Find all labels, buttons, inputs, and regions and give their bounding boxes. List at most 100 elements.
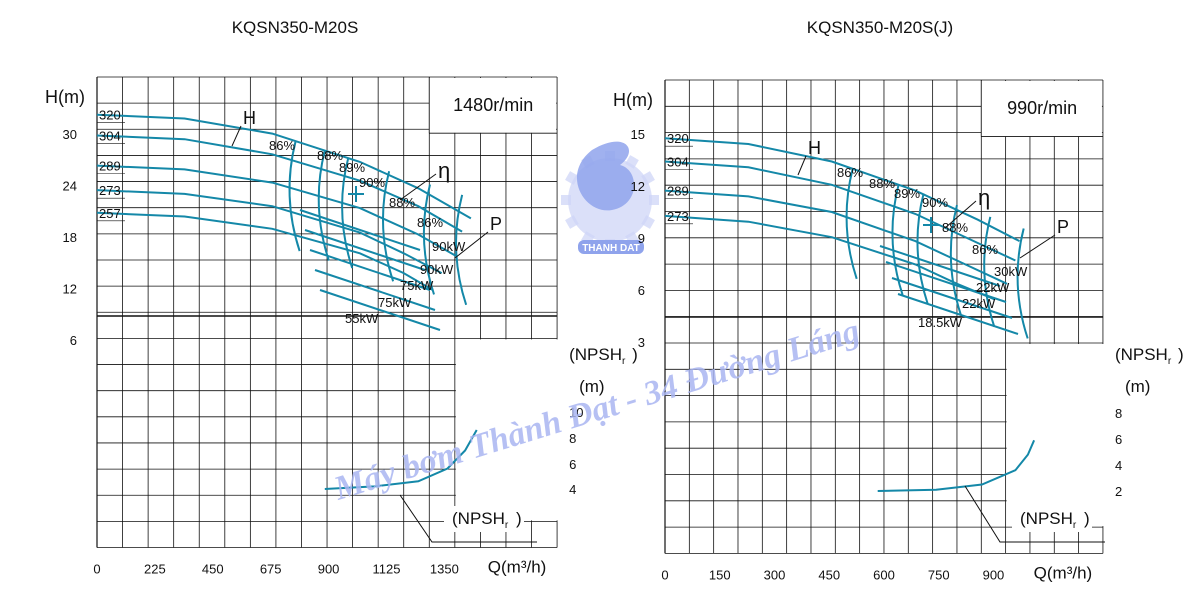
efficiency-contour <box>381 171 395 282</box>
watermark-text: Máy bơm Thành Đạt - 34 Đường Láng <box>329 312 864 508</box>
efficiency-label: 89% <box>894 186 920 201</box>
y-tick-label: 12 <box>63 282 77 297</box>
y-axis-label: H(m) <box>613 90 653 110</box>
efficiency-label: 86% <box>972 242 998 257</box>
npsh-label-bg <box>1012 506 1092 532</box>
power-curve <box>879 245 1001 287</box>
power-label: 55kW <box>345 311 379 326</box>
efficiency-label: 89% <box>339 160 365 175</box>
efficiency-contour <box>891 184 904 296</box>
npsh-tick-label: 4 <box>569 482 576 497</box>
logo-gear-tooth <box>641 215 655 229</box>
npsh-unit-label: (m) <box>1125 377 1150 396</box>
efficiency-label: 90% <box>359 175 385 190</box>
power-curve <box>319 289 441 331</box>
speed-box <box>981 81 1102 137</box>
logo-text: THANH DAT <box>582 243 640 254</box>
efficiency-label: 90% <box>922 195 948 210</box>
efficiency-contour <box>949 204 962 316</box>
npsh-tick-label: 4 <box>1115 458 1122 473</box>
npsh-axis-patch <box>455 339 569 521</box>
efficiency-label: 86% <box>269 138 295 153</box>
impeller-label: 273 <box>99 183 121 198</box>
leader-line <box>399 173 437 201</box>
npsh-axis-label: (NPSHr <box>1115 345 1172 367</box>
power-curve <box>891 277 1013 319</box>
speed-label: 1480r/min <box>453 95 533 115</box>
npsh-label-bg <box>444 506 524 532</box>
npsh-tick-label: 2 <box>1115 484 1122 499</box>
power-label: 90kW <box>420 262 454 277</box>
leader-line <box>454 231 489 259</box>
efficiency-contour <box>1016 228 1029 339</box>
npsh-leader <box>399 494 537 543</box>
npsh-curve-label: (NPSHr <box>1020 509 1077 531</box>
logo-banner <box>578 240 644 254</box>
efficiency-contour <box>916 193 929 304</box>
npsh-tick-label: 8 <box>1115 406 1122 421</box>
y-tick-label: 3 <box>638 335 645 350</box>
npsh-unit-label: (m) <box>579 377 604 396</box>
head-curve <box>96 211 434 291</box>
npsh-axis-close: ) <box>1178 345 1184 364</box>
x-tick-label: 300 <box>764 567 786 582</box>
y-tick-label: 6 <box>638 283 645 298</box>
x-axis-label: Q(m³/h) <box>488 558 547 577</box>
efficiency-contour <box>317 150 330 261</box>
logo-gear-tooth <box>641 171 655 185</box>
speed-box <box>429 78 557 133</box>
x-tick-label: 0 <box>661 567 668 582</box>
logo-gear-tooth <box>561 195 571 205</box>
y-tick-label: 15 <box>631 127 645 142</box>
leader-line <box>1019 234 1056 259</box>
logo-gear-tooth <box>565 171 579 185</box>
impeller-label: 304 <box>99 128 121 143</box>
x-tick-label: 600 <box>873 567 895 582</box>
npsh-axis-close: ) <box>632 345 638 364</box>
y-tick-label: 12 <box>631 179 645 194</box>
efficiency-label: 88% <box>389 195 415 210</box>
impeller-label: 273 <box>667 209 689 224</box>
npsh-curve-close: ) <box>516 509 522 528</box>
x-axis-label: Q(m³/h) <box>1034 563 1093 582</box>
head-curve <box>96 164 457 257</box>
impeller-label: 320 <box>667 131 689 146</box>
impeller-label: 304 <box>667 155 689 170</box>
thanh-dat-logo: THANH DAT <box>561 141 659 254</box>
power-curve <box>299 209 421 251</box>
impeller-label: 289 <box>667 184 689 199</box>
y-tick-label: 18 <box>63 230 77 245</box>
power-label: 90kW <box>432 239 466 254</box>
power-symbol: P <box>490 214 502 234</box>
impeller-label: 257 <box>99 206 121 221</box>
leader-line <box>797 155 807 176</box>
eta-symbol: η <box>438 158 450 183</box>
efficiency-contour <box>288 140 301 252</box>
npsh-curve <box>877 439 1036 492</box>
y-tick-label: 24 <box>63 179 77 194</box>
head-symbol: H <box>243 108 256 128</box>
x-tick-label: 675 <box>260 562 282 577</box>
power-curve <box>897 293 1019 335</box>
speed-label: 990r/min <box>1007 98 1077 118</box>
power-label: 75kW <box>400 278 434 293</box>
efficiency-label: 88% <box>317 148 343 163</box>
npsh-tick-label: 6 <box>1115 432 1122 447</box>
npsh-tick-label: 8 <box>569 431 576 446</box>
y-tick-label: 6 <box>70 333 77 348</box>
power-curve <box>304 229 426 271</box>
leader-line <box>944 200 977 229</box>
y-tick-label: 9 <box>638 231 645 246</box>
npsh-curve-label: (NPSHr <box>452 509 509 531</box>
npsh-curve <box>324 429 478 490</box>
power-label: 18.5kW <box>918 315 963 330</box>
efficiency-contour <box>455 194 468 306</box>
power-curve <box>314 269 436 311</box>
eta-symbol: η <box>978 185 990 210</box>
npsh-axis-label: (NPSHr <box>569 345 626 367</box>
logo-gear-tooth <box>625 155 639 169</box>
chart-title: KQSN350-M20S(J) <box>807 18 953 37</box>
x-tick-label: 450 <box>202 562 224 577</box>
